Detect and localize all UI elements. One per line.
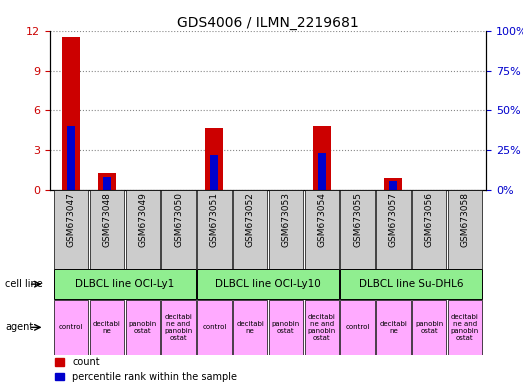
Bar <box>412 300 446 355</box>
Text: decitabi
ne and
panobin
ostat: decitabi ne and panobin ostat <box>164 314 192 341</box>
Bar <box>126 190 160 269</box>
Bar <box>197 190 232 269</box>
Bar <box>126 300 160 355</box>
Text: control: control <box>345 324 370 330</box>
Bar <box>269 190 303 269</box>
Bar <box>389 181 397 190</box>
Bar <box>340 190 374 269</box>
Bar <box>98 173 116 190</box>
Bar <box>313 126 331 190</box>
Text: GSM673051: GSM673051 <box>210 192 219 247</box>
Text: control: control <box>59 324 83 330</box>
Bar <box>67 126 75 190</box>
Text: GSM673057: GSM673057 <box>389 192 398 247</box>
Bar <box>54 300 88 355</box>
Bar <box>162 300 196 355</box>
Bar <box>210 155 219 190</box>
Bar <box>103 177 111 190</box>
Text: decitabi
ne and
panobin
ostat: decitabi ne and panobin ostat <box>308 314 336 341</box>
Text: GSM673054: GSM673054 <box>317 192 326 247</box>
Text: DLBCL line OCI-Ly1: DLBCL line OCI-Ly1 <box>75 279 175 289</box>
Text: control: control <box>202 324 226 330</box>
Bar <box>197 270 339 299</box>
Bar <box>269 300 303 355</box>
Text: panobin
ostat: panobin ostat <box>129 321 157 334</box>
Legend: count, percentile rank within the sample: count, percentile rank within the sample <box>54 357 237 382</box>
Bar <box>233 190 267 269</box>
Text: decitabi
ne: decitabi ne <box>236 321 264 334</box>
Bar <box>412 190 446 269</box>
Text: GSM673052: GSM673052 <box>246 192 255 247</box>
Title: GDS4006 / ILMN_2219681: GDS4006 / ILMN_2219681 <box>177 16 359 30</box>
Bar <box>304 190 339 269</box>
Text: GSM673050: GSM673050 <box>174 192 183 247</box>
Text: decitabi
ne: decitabi ne <box>93 321 121 334</box>
Text: GSM673056: GSM673056 <box>425 192 434 247</box>
Bar <box>54 270 196 299</box>
Bar <box>62 37 80 190</box>
Bar <box>448 190 482 269</box>
Text: DLBCL line Su-DHL6: DLBCL line Su-DHL6 <box>359 279 463 289</box>
Text: decitabi
ne and
panobin
ostat: decitabi ne and panobin ostat <box>451 314 479 341</box>
Text: GSM673058: GSM673058 <box>460 192 470 247</box>
Text: GSM673049: GSM673049 <box>138 192 147 247</box>
Text: cell line: cell line <box>5 279 43 289</box>
Bar <box>376 300 411 355</box>
Bar <box>197 300 232 355</box>
Text: GSM673047: GSM673047 <box>66 192 76 247</box>
Bar <box>233 300 267 355</box>
Bar <box>340 270 482 299</box>
Bar <box>304 300 339 355</box>
Text: GSM673055: GSM673055 <box>353 192 362 247</box>
Bar <box>162 190 196 269</box>
Bar <box>376 190 411 269</box>
Bar <box>448 300 482 355</box>
Text: DLBCL line OCI-Ly10: DLBCL line OCI-Ly10 <box>215 279 321 289</box>
Text: agent: agent <box>5 322 33 333</box>
Text: panobin
ostat: panobin ostat <box>272 321 300 334</box>
Text: panobin
ostat: panobin ostat <box>415 321 443 334</box>
Bar <box>90 190 124 269</box>
Bar <box>90 300 124 355</box>
Bar <box>54 190 88 269</box>
Bar <box>384 178 402 190</box>
Bar <box>206 127 223 190</box>
Text: GSM673048: GSM673048 <box>103 192 111 247</box>
Text: decitabi
ne: decitabi ne <box>379 321 407 334</box>
Bar <box>340 300 374 355</box>
Bar <box>317 154 326 190</box>
Text: GSM673053: GSM673053 <box>281 192 290 247</box>
